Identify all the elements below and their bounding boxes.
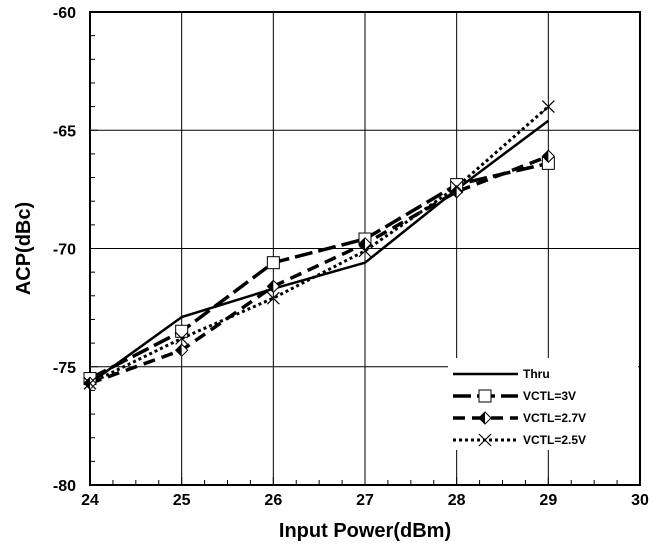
legend-marker: [478, 433, 492, 447]
legend-marker: [478, 411, 492, 425]
x-tick-label: 28: [448, 492, 466, 509]
y-axis-title: ACP(dBc): [13, 202, 35, 295]
legend-label: Thru: [523, 367, 550, 381]
data-point-x: [266, 291, 280, 305]
series-lines: [89, 105, 550, 385]
x-stroke: [478, 433, 492, 447]
x-tick-label: 29: [539, 492, 557, 509]
diamond-fill: [267, 280, 274, 293]
data-point-diamond: [174, 343, 189, 357]
data-point-diamond: [358, 237, 372, 251]
x-tick-label: 25: [173, 492, 191, 509]
x-tick-label: 26: [264, 492, 282, 509]
diamond-fill: [479, 412, 485, 424]
x-tick-label: 24: [81, 492, 99, 509]
data-point-diamond: [541, 149, 556, 163]
x-stroke: [266, 291, 280, 305]
y-tick-label: -80: [53, 478, 76, 495]
diamond-fill: [175, 344, 182, 357]
plot-frame: [89, 11, 641, 486]
diamond-fill: [84, 377, 90, 390]
legend: Thru VCTL=3V VCTL=2.7V VCTL=2.5V: [448, 358, 638, 450]
data-point-x: [358, 244, 372, 258]
diamond-fill: [359, 237, 365, 250]
data-point-x: [541, 100, 555, 114]
legend-label: VCTL=2.7V: [523, 411, 586, 425]
x-stroke: [175, 331, 189, 345]
data-point-x: [175, 331, 189, 345]
legend-marker: [478, 389, 492, 403]
legend-label: VCTL=3V: [523, 389, 576, 403]
x-stroke: [83, 376, 97, 390]
series-line-2: [89, 154, 549, 385]
data-point-diamond: [266, 279, 281, 294]
y-tick-labels: -60 -65 -70 -75 -80: [53, 5, 76, 495]
data-point-square: [175, 324, 189, 338]
data-point-square: [266, 256, 280, 270]
series-line-1: [89, 161, 549, 381]
y-tick-label: -70: [53, 242, 76, 259]
x-stroke: [541, 100, 555, 114]
legend-label: VCTL=2.5V: [523, 433, 586, 447]
y-tick-label: -60: [53, 5, 76, 22]
y-tick-label: -65: [53, 123, 76, 140]
x-tick-label: 27: [356, 492, 374, 509]
x-stroke: [358, 244, 372, 258]
x-tick-label: 30: [631, 492, 649, 509]
series-markers: [83, 100, 556, 391]
x-tick-labels: 24 25 26 27 28 29 30: [81, 492, 649, 509]
x-stroke: [450, 180, 464, 194]
series-line-3: [89, 105, 550, 385]
y-tick-label: -75: [53, 360, 76, 377]
data-point-x: [83, 376, 97, 390]
data-point-x: [450, 180, 464, 194]
x-axis-title: Input Power(dBm): [279, 520, 451, 542]
diamond-fill: [542, 150, 549, 163]
